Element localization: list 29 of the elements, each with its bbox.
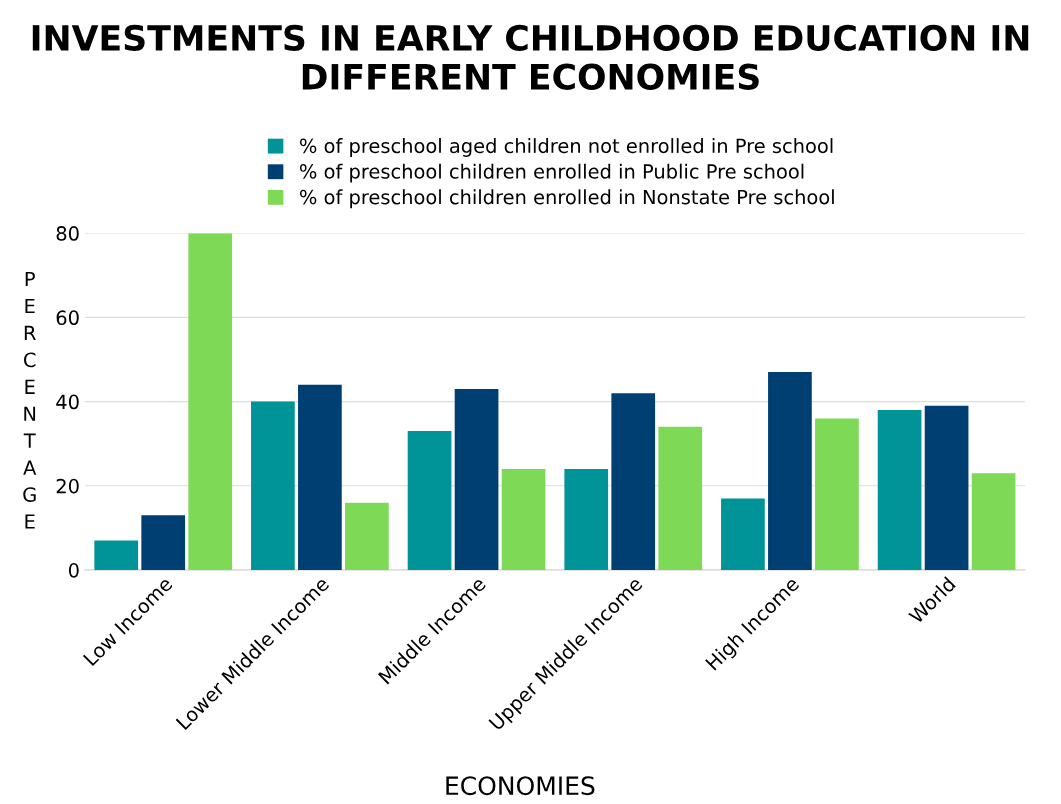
y-tick-label: 80	[56, 226, 79, 241]
y-tick-label: 20	[56, 478, 79, 494]
bar	[768, 372, 812, 571]
legend-label: % of preschool aged children not enrolled in Pre school	[299, 138, 833, 157]
bar	[94, 540, 139, 571]
chart-title: INVESTMENTS IN EARLY CHILDHOOD EDUCATION IN DIFFERENT ECONOMIES	[32, 24, 1029, 90]
legend-label: % of preschool children enrolled in Nonstate Pre school	[299, 189, 834, 209]
bar	[454, 388, 499, 571]
bar	[345, 502, 389, 571]
bar	[501, 468, 546, 571]
bar	[611, 393, 656, 571]
bar	[564, 468, 609, 571]
bar	[251, 401, 295, 571]
bar	[658, 426, 703, 571]
legend-label: % of preschool children enrolled in Public Pre school	[299, 163, 804, 183]
y-tick-label: 0	[68, 562, 79, 578]
bar	[141, 515, 186, 571]
bar	[721, 498, 765, 571]
x-axis-title: ECONOMIES	[446, 776, 595, 796]
bar	[971, 473, 1016, 571]
y-tick-label: 40	[56, 394, 79, 410]
bar	[877, 410, 922, 571]
bar	[298, 384, 342, 571]
bar	[924, 405, 969, 571]
bar	[815, 418, 859, 571]
bar	[188, 233, 233, 571]
bar	[407, 431, 452, 571]
text: PERCENTAGE	[23, 271, 37, 529]
y-tick-label: 60	[56, 310, 79, 326]
